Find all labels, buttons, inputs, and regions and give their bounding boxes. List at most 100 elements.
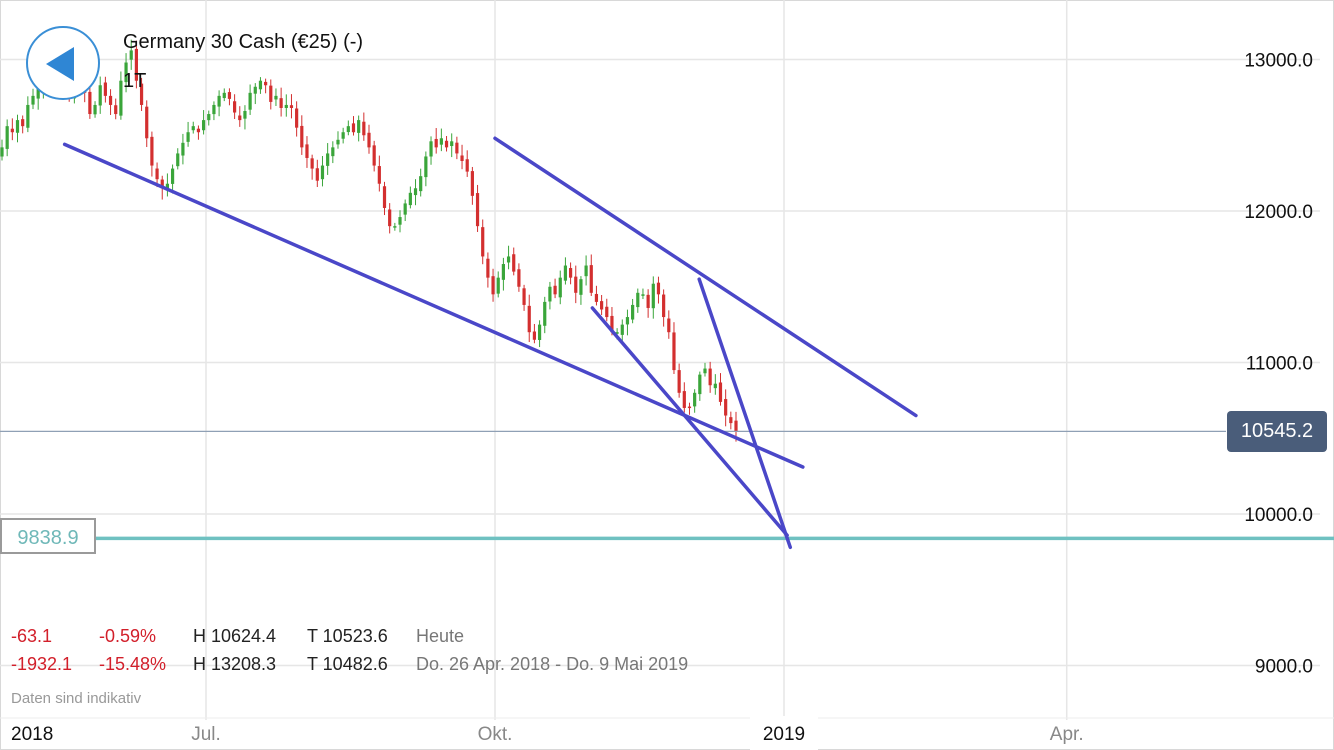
candle bbox=[217, 90, 221, 117]
candle bbox=[336, 131, 340, 149]
candle bbox=[455, 136, 459, 160]
candle bbox=[517, 263, 521, 292]
candle-body bbox=[532, 331, 537, 340]
candle-body bbox=[160, 179, 164, 189]
candle-body bbox=[486, 258, 490, 278]
candle bbox=[600, 294, 604, 315]
candle-body bbox=[512, 254, 516, 272]
candle bbox=[625, 309, 630, 336]
candle bbox=[636, 288, 640, 313]
candle-body bbox=[227, 92, 232, 99]
candle-body bbox=[636, 292, 640, 308]
candle-body bbox=[274, 95, 278, 100]
candle-body bbox=[300, 125, 304, 148]
candle bbox=[460, 144, 464, 170]
candle-body bbox=[238, 115, 242, 121]
candle-body bbox=[295, 108, 299, 128]
candle-body bbox=[150, 136, 154, 166]
candle-body bbox=[248, 92, 252, 110]
candle-body bbox=[351, 123, 356, 133]
candle-body bbox=[558, 277, 562, 298]
candle bbox=[129, 39, 133, 70]
candle bbox=[372, 140, 376, 172]
candle bbox=[88, 87, 92, 119]
today-high: H 10624.4 bbox=[193, 626, 277, 646]
candle bbox=[139, 77, 144, 111]
target-level-tag[interactable]: 9838.9 bbox=[0, 518, 96, 554]
candle bbox=[93, 101, 97, 118]
candle bbox=[388, 203, 392, 234]
candle-body bbox=[264, 81, 268, 86]
candle bbox=[170, 164, 175, 194]
candle bbox=[713, 374, 717, 395]
candle-body bbox=[15, 120, 20, 133]
candle-body bbox=[36, 85, 40, 99]
candle bbox=[176, 148, 180, 170]
timeframe-label[interactable]: 1T bbox=[123, 70, 147, 92]
candle-body bbox=[222, 92, 226, 99]
candle bbox=[31, 88, 35, 110]
x-tick-label: 2019 bbox=[763, 724, 805, 745]
candle bbox=[413, 179, 418, 206]
candle-body bbox=[450, 141, 454, 147]
candle bbox=[264, 78, 268, 94]
y-tick-label: 11000.0 bbox=[1246, 354, 1313, 375]
candle-body bbox=[470, 171, 474, 196]
candle-body bbox=[176, 153, 180, 167]
candle bbox=[631, 298, 635, 324]
candle-body bbox=[388, 209, 392, 227]
range-change: -1932.1 bbox=[11, 654, 73, 674]
candle-body bbox=[31, 95, 35, 105]
candle bbox=[186, 121, 190, 147]
candle-body bbox=[103, 82, 107, 96]
candle-body bbox=[145, 106, 149, 139]
candle-body bbox=[0, 147, 4, 157]
candle-body bbox=[139, 83, 144, 105]
candle bbox=[382, 181, 387, 216]
y-tick-label: 12000.0 bbox=[1244, 202, 1313, 223]
candle bbox=[424, 151, 428, 187]
candle-body bbox=[713, 383, 717, 389]
candle bbox=[233, 94, 237, 120]
range-change-pct: -15.48% bbox=[99, 654, 167, 674]
candle-body bbox=[579, 279, 583, 295]
candle-body bbox=[419, 176, 423, 192]
candle-body bbox=[331, 147, 335, 157]
candle-body bbox=[605, 306, 609, 318]
candle-body bbox=[708, 368, 712, 386]
today-low: T 10523.6 bbox=[307, 626, 388, 646]
candle bbox=[196, 125, 201, 140]
candle bbox=[444, 136, 449, 152]
candle-body bbox=[186, 132, 190, 142]
candle bbox=[708, 361, 712, 393]
candle bbox=[475, 184, 480, 232]
candle bbox=[403, 199, 407, 222]
candle-body bbox=[98, 85, 102, 106]
candle bbox=[15, 114, 20, 143]
candle-body bbox=[362, 121, 366, 136]
candle bbox=[222, 88, 226, 102]
trendline bbox=[697, 277, 793, 550]
trendline bbox=[590, 306, 789, 537]
candle bbox=[553, 278, 557, 299]
candle-body bbox=[610, 315, 614, 333]
range-high: H 13208.3 bbox=[193, 654, 277, 674]
grid bbox=[0, 0, 1334, 720]
candle-body bbox=[393, 226, 397, 228]
candle-body bbox=[548, 286, 552, 302]
candle-body bbox=[315, 168, 319, 181]
candle-body bbox=[119, 80, 123, 116]
candle bbox=[0, 139, 4, 161]
candle-body bbox=[543, 301, 547, 326]
back-button[interactable] bbox=[26, 26, 100, 100]
candle-body bbox=[656, 282, 661, 295]
candle bbox=[367, 124, 371, 154]
candle bbox=[543, 296, 547, 334]
candle-body bbox=[258, 80, 263, 90]
candle-body bbox=[341, 132, 345, 139]
x-tick-label: Apr. bbox=[1050, 724, 1084, 745]
candle bbox=[693, 389, 697, 413]
candle-body bbox=[320, 165, 325, 180]
candle bbox=[641, 288, 645, 300]
candle bbox=[605, 298, 609, 322]
